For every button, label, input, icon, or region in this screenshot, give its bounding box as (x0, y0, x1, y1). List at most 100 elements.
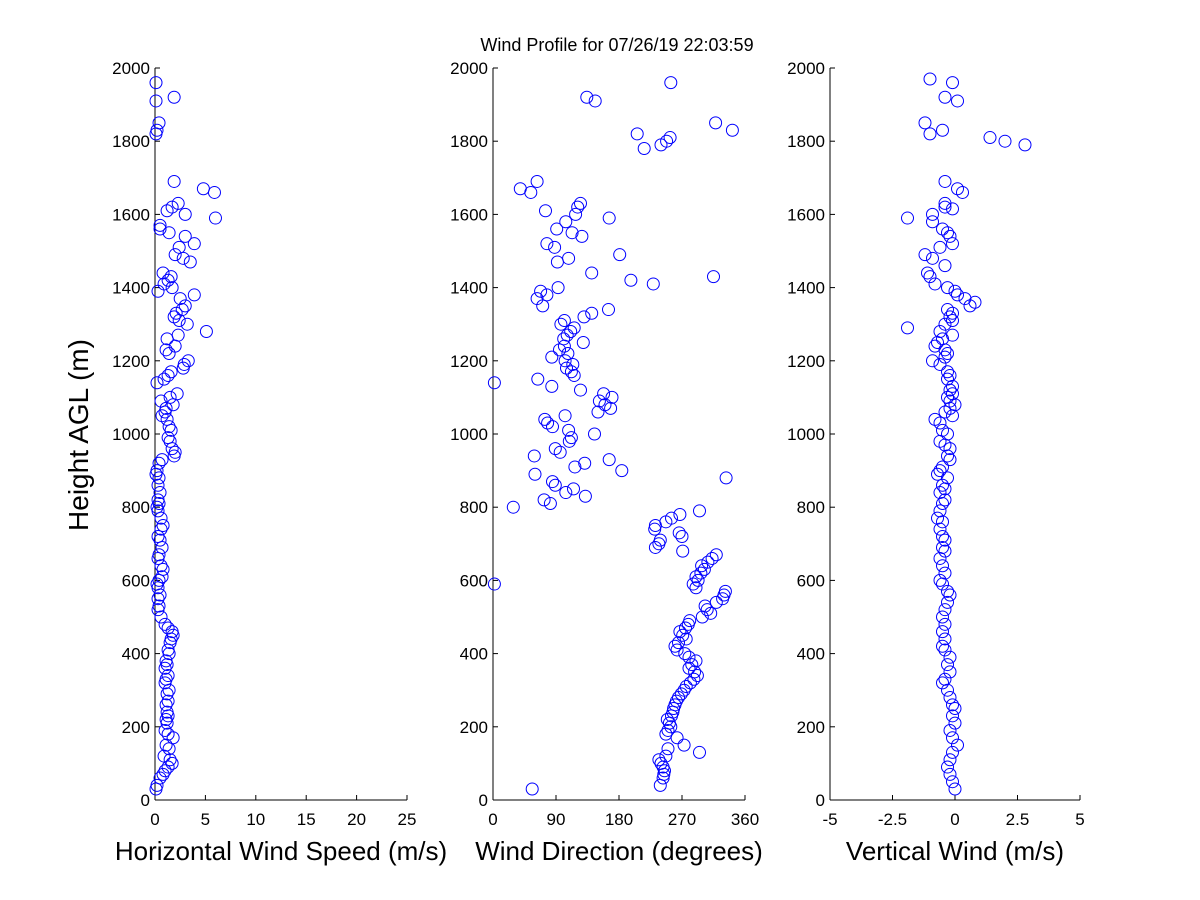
data-point (554, 317, 568, 331)
data-point (159, 738, 173, 752)
data-point (540, 288, 554, 302)
data-point (151, 284, 165, 298)
data-point (550, 222, 564, 236)
data-point (705, 551, 719, 565)
data-point (158, 764, 172, 778)
data-point (163, 753, 177, 767)
data-point (164, 423, 178, 437)
data-point (162, 647, 176, 661)
data-point (165, 756, 179, 770)
data-point (541, 416, 555, 430)
data-point (661, 723, 675, 737)
data-point (153, 486, 167, 500)
data-point (546, 420, 559, 434)
data-point (685, 658, 699, 672)
data-point (695, 559, 709, 573)
data-point (153, 222, 167, 236)
data-point (178, 229, 192, 243)
data-point (923, 127, 937, 141)
data-point (918, 248, 932, 262)
data-point (487, 376, 501, 390)
data-point (672, 691, 685, 705)
data-point (694, 566, 708, 580)
data-point (536, 299, 550, 313)
data-point (167, 90, 181, 104)
data-point (571, 200, 585, 214)
data-point (946, 698, 959, 712)
y-tick-label: 1800 (112, 132, 150, 151)
data-point (656, 771, 670, 785)
data-point (615, 464, 629, 478)
y-tick-label: 200 (797, 718, 825, 737)
y-tick-label: 200 (122, 718, 150, 737)
data-point (575, 229, 589, 243)
data-point (162, 226, 176, 240)
data-point (701, 555, 715, 569)
data-point (159, 698, 173, 712)
data-point (941, 226, 954, 240)
data-point (588, 94, 602, 108)
data-point (704, 606, 718, 620)
data-point (562, 434, 576, 448)
data-point (154, 511, 168, 525)
data-point (167, 449, 181, 463)
data-point (172, 314, 186, 328)
data-point (951, 738, 964, 752)
data-point (591, 405, 605, 419)
data-point (152, 573, 166, 587)
data-point (162, 346, 176, 360)
y-tick-label: 1400 (112, 279, 150, 298)
data-point (153, 533, 167, 547)
data-point (153, 218, 167, 232)
x-tick-label: 2.5 (1006, 810, 1030, 829)
data-point (943, 588, 957, 602)
data-point (923, 270, 937, 284)
x-tick-label: 15 (297, 810, 316, 829)
data-point (936, 540, 949, 554)
x-tick-label: 90 (547, 810, 566, 829)
data-point (161, 669, 175, 683)
data-point (688, 665, 702, 679)
data-point (151, 551, 165, 565)
data-point (557, 314, 571, 328)
data-point (936, 577, 949, 591)
data-point (943, 229, 957, 243)
data-point (695, 610, 709, 624)
data-point (559, 215, 573, 229)
data-point (168, 248, 182, 262)
data-point (166, 628, 180, 642)
data-point (648, 540, 662, 554)
data-point (956, 185, 969, 199)
data-point (668, 639, 682, 653)
data-point (574, 383, 587, 397)
data-point (548, 478, 562, 492)
x-tick-label: 180 (605, 810, 633, 829)
data-point (165, 442, 179, 456)
data-point (946, 409, 959, 423)
data-point (938, 259, 952, 273)
data-point (936, 529, 949, 543)
data-point (602, 211, 616, 225)
data-point (933, 573, 947, 587)
data-point (604, 401, 618, 415)
data-point (943, 767, 957, 781)
data-point (661, 742, 675, 756)
data-point (525, 782, 539, 796)
y-tick-label: 600 (460, 571, 488, 590)
data-point (951, 288, 964, 302)
data-point (693, 504, 706, 518)
data-point (560, 328, 574, 342)
x-tick-label: -5 (822, 810, 837, 829)
data-point (938, 90, 952, 104)
data-point (154, 559, 168, 573)
data-point (187, 237, 201, 251)
data-point (163, 434, 177, 448)
x-tick-label: 270 (668, 810, 696, 829)
data-point (548, 442, 562, 456)
data-point (664, 76, 678, 90)
data-point (171, 328, 185, 342)
data-point (151, 592, 165, 606)
data-point (933, 357, 947, 371)
data-point (180, 317, 194, 331)
y-tick-label: 600 (122, 571, 150, 590)
